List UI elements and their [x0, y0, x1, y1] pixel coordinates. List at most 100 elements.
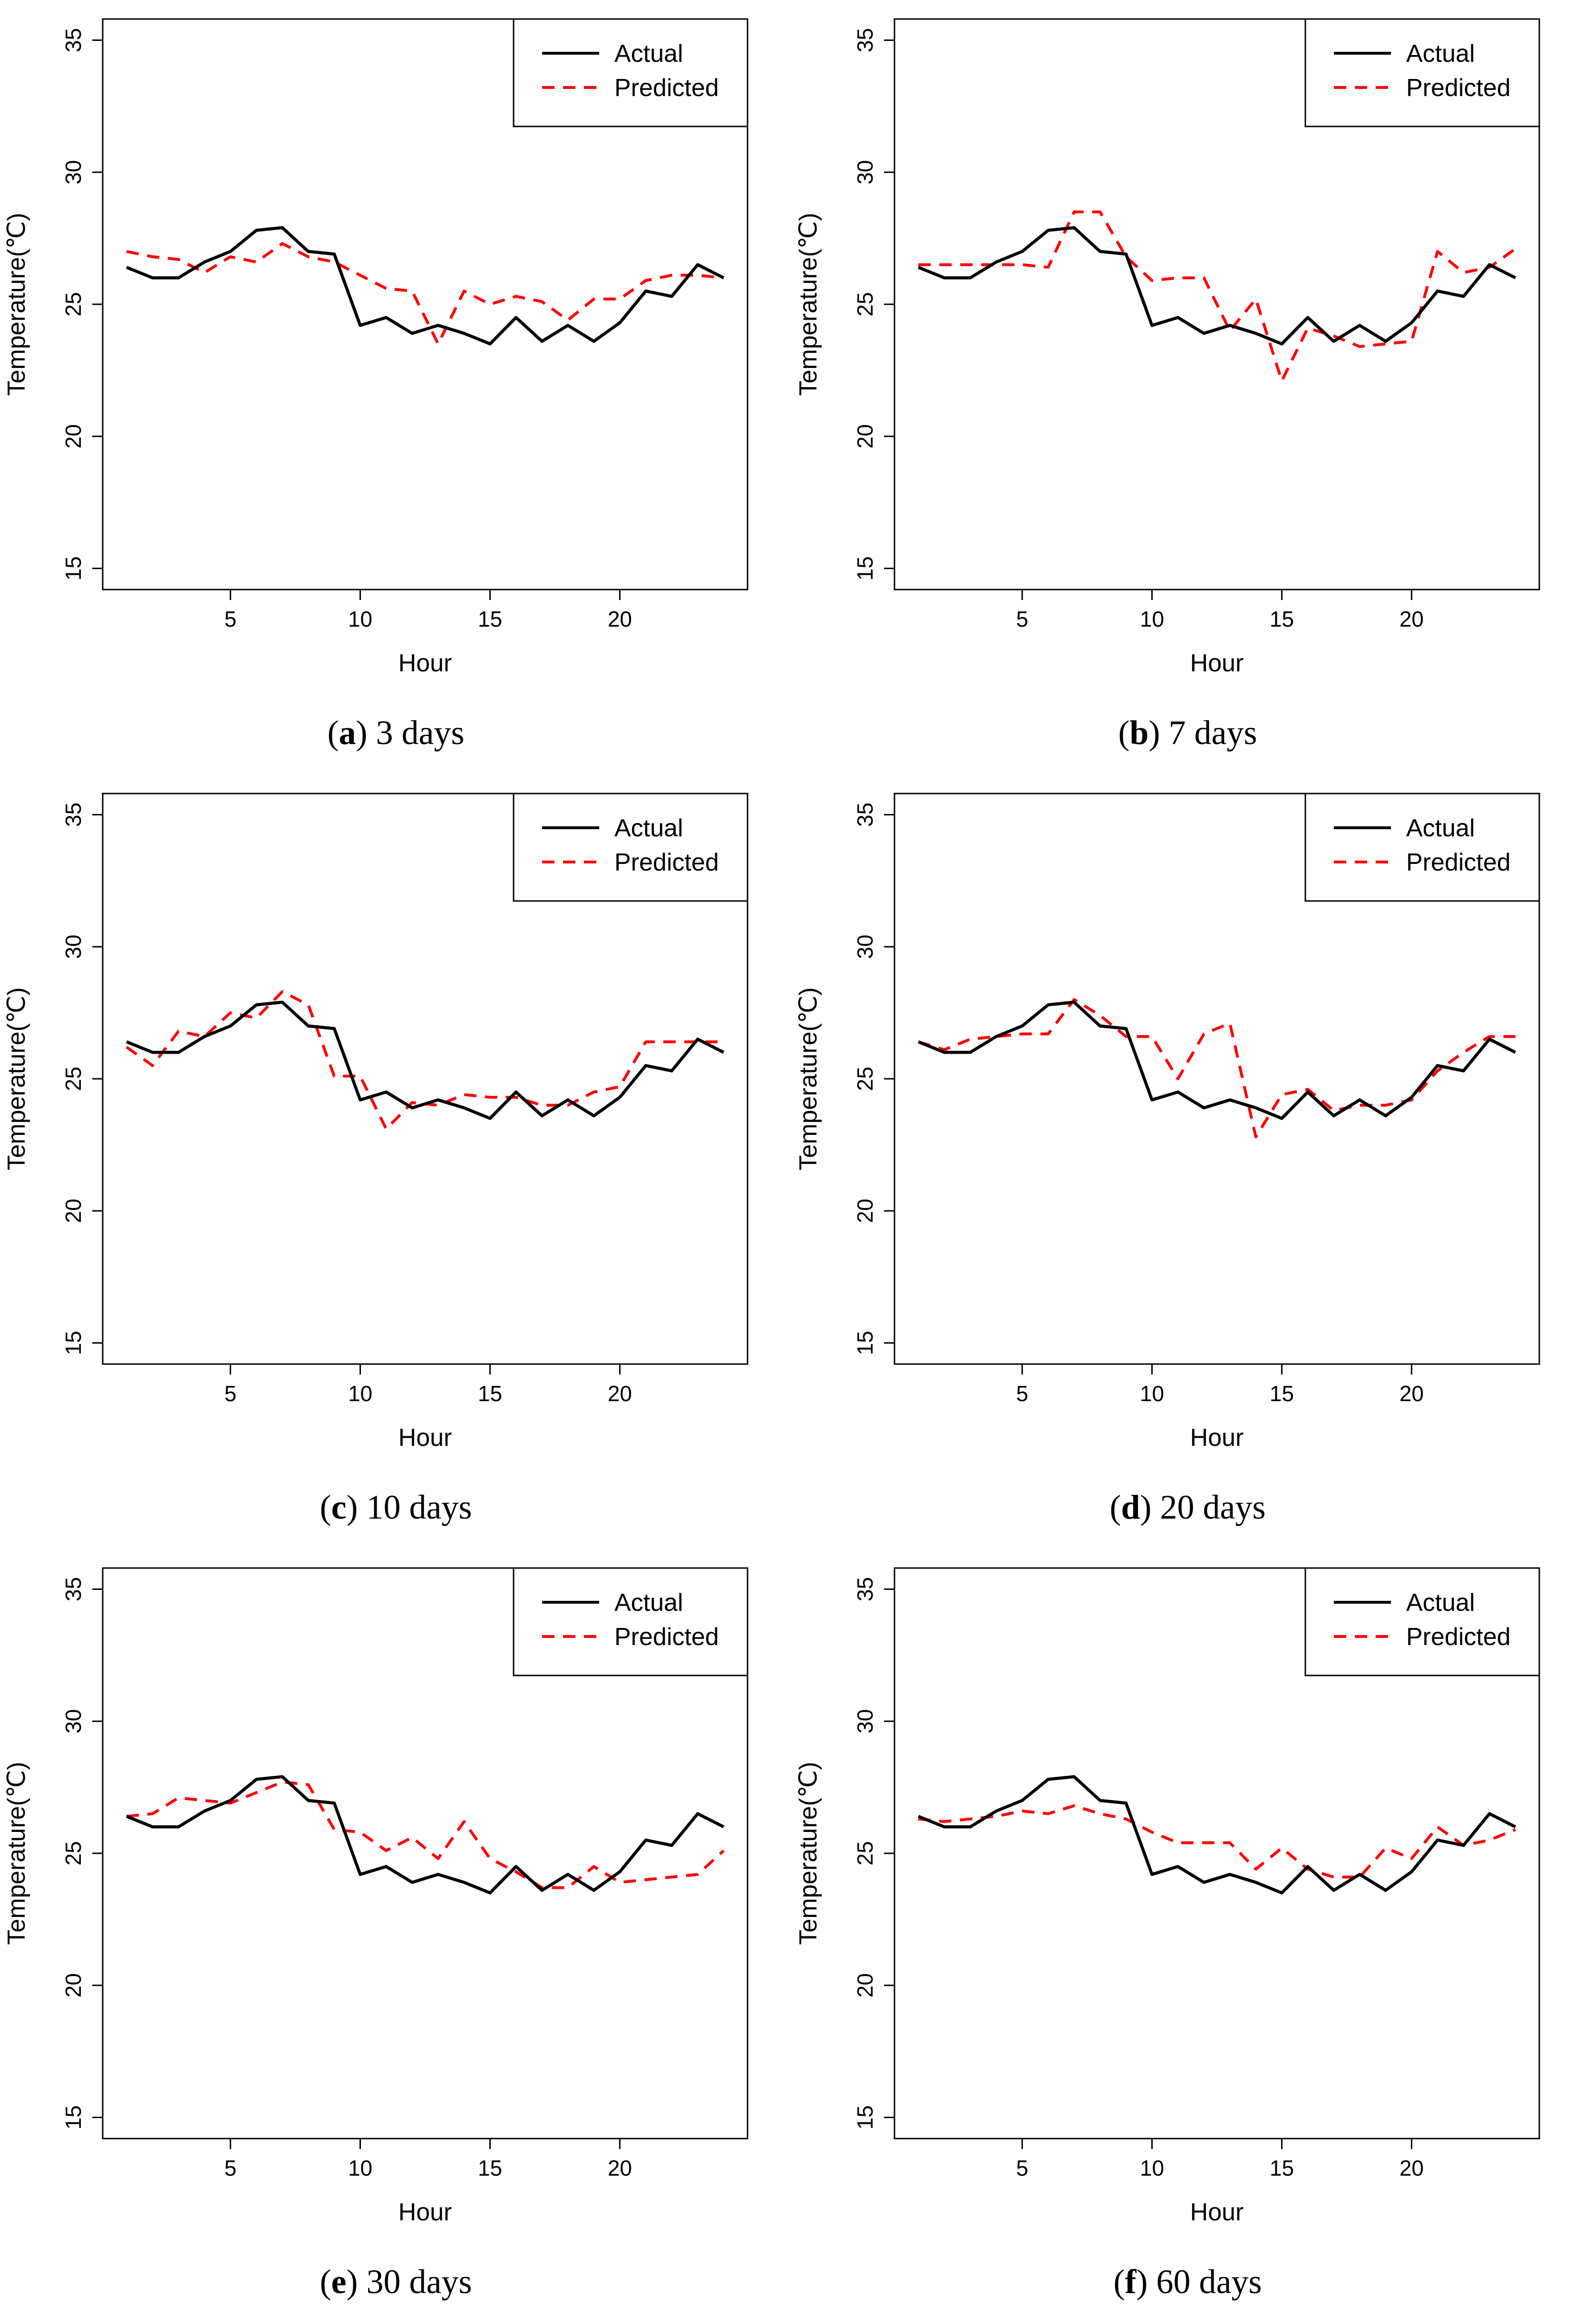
caption-text: 60 days [1147, 2263, 1262, 2301]
x-tick-label: 15 [478, 607, 502, 631]
legend-label-actual: Actual [614, 814, 683, 842]
chart-svg-d: 5 10 15 20 15 20 25 30 35 Hour Temperature(℃) Actua… [795, 793, 1540, 1452]
x-tick-label: 5 [224, 607, 237, 631]
y-tick-label: 25 [61, 1841, 86, 1865]
y-tick-label: 20 [853, 1199, 877, 1223]
x-tick-label: 5 [224, 1381, 237, 1406]
caption-open-paren: ( [320, 2263, 331, 2301]
legend-label-actual: Actual [1406, 814, 1475, 842]
y-axis-title: Temperature(℃) [795, 988, 822, 1171]
y-tick-label: 30 [61, 935, 86, 959]
series-line-predicted [126, 1781, 725, 1889]
legend-box [1304, 793, 1540, 902]
y-tick-label: 35 [61, 28, 86, 52]
x-tick-label: 10 [1140, 607, 1164, 631]
x-tick-label: 20 [608, 1381, 632, 1406]
caption-close-paren: ) [356, 714, 368, 752]
y-axis-title: Temperature(℃) [3, 988, 30, 1171]
chart-svg-f: 5 10 15 20 15 20 25 30 35 Hour Temperature(℃) Actua… [795, 1567, 1540, 2226]
chart-svg-a: 5 10 15 20 15 20 25 30 35 Hour Temperature(℃) Actua… [3, 18, 748, 677]
chart-panel-b: 5 10 15 20 15 20 25 30 35 Hour Temperature(℃) Actua… [792, 0, 1584, 775]
x-tick-label: 20 [608, 2156, 632, 2180]
y-axis-title: Temperature(℃) [3, 213, 30, 396]
series-line-actual [126, 226, 725, 346]
caption-text: 3 days [367, 714, 465, 752]
chart-panel-d: 5 10 15 20 15 20 25 30 35 Hour Temperature(℃) Actua… [792, 775, 1584, 1549]
y-tick-label: 20 [853, 1973, 877, 1997]
caption-open-paren: ( [1109, 1488, 1121, 1526]
caption-close-paren: ) [1136, 2263, 1148, 2301]
y-tick-label: 25 [853, 1066, 877, 1091]
panel-caption: (c) 10 days [0, 1490, 792, 1524]
panel-caption: (a) 3 days [0, 716, 792, 750]
series-line-actual [126, 1775, 725, 1895]
y-tick-label: 25 [853, 1841, 877, 1865]
y-tick-label: 20 [61, 1973, 86, 1997]
legend-label-predicted: Predicted [1406, 1623, 1511, 1651]
caption-letter: d [1121, 1488, 1140, 1526]
x-axis-title: Hour [1190, 649, 1244, 677]
caption-open-paren: ( [320, 1488, 331, 1526]
caption-close-paren: ) [346, 2263, 358, 2301]
y-tick-label: 35 [61, 1577, 86, 1601]
x-tick-label: 10 [348, 2156, 372, 2180]
x-tick-label: 15 [1270, 1381, 1294, 1406]
legend-box [1304, 1567, 1540, 1676]
x-axis-title: Hour [398, 2198, 452, 2226]
series-line-predicted [918, 210, 1516, 383]
caption-open-paren: ( [327, 714, 339, 752]
legend-box [1304, 18, 1540, 127]
legend-label-actual: Actual [1406, 40, 1475, 68]
x-tick-label: 10 [1140, 2156, 1164, 2180]
y-axis-title: Temperature(℃) [795, 213, 822, 396]
y-tick-label: 25 [61, 1066, 86, 1091]
caption-text: 10 days [358, 1488, 472, 1526]
x-tick-label: 20 [608, 607, 632, 631]
caption-text: 20 days [1151, 1488, 1266, 1526]
x-tick-label: 20 [1399, 2156, 1424, 2180]
x-tick-label: 10 [348, 607, 372, 631]
chart-svg-c: 5 10 15 20 15 20 25 30 35 Hour Temperature(℃) Actua… [3, 793, 748, 1452]
y-tick-label: 35 [853, 803, 877, 827]
y-tick-label: 30 [853, 935, 877, 959]
caption-letter: f [1125, 2263, 1137, 2301]
chart-panel-f: 5 10 15 20 15 20 25 30 35 Hour Temperature(℃) Actua… [792, 1549, 1584, 2324]
caption-letter: b [1129, 714, 1149, 752]
legend-label-actual: Actual [1406, 1589, 1475, 1617]
x-tick-label: 15 [1270, 2156, 1294, 2180]
y-axis-title: Temperature(℃) [795, 1762, 822, 1945]
x-tick-label: 5 [224, 2156, 237, 2180]
y-tick-label: 25 [853, 292, 877, 316]
legend-label-predicted: Predicted [614, 1623, 719, 1651]
y-tick-label: 30 [853, 160, 877, 184]
caption-close-paren: ) [1148, 714, 1160, 752]
chart-panel-e: 5 10 15 20 15 20 25 30 35 Hour Temperature(℃) Actua… [0, 1549, 792, 2324]
chart-svg-e: 5 10 15 20 15 20 25 30 35 Hour Temperature(℃) Actua… [3, 1567, 748, 2226]
x-tick-label: 5 [1016, 2156, 1029, 2180]
legend-box [513, 1567, 748, 1676]
legend-label-actual: Actual [614, 40, 683, 68]
y-tick-label: 15 [61, 556, 86, 581]
caption-open-paren: ( [1113, 2263, 1125, 2301]
y-tick-label: 25 [61, 292, 86, 316]
y-tick-label: 30 [61, 160, 86, 184]
chart-panel-a: 5 10 15 20 15 20 25 30 35 Hour Temperature(℃) Actua… [0, 0, 792, 775]
y-tick-label: 20 [853, 424, 877, 448]
panel-caption: (d) 20 days [792, 1490, 1584, 1524]
y-tick-label: 15 [853, 556, 877, 581]
legend-label-predicted: Predicted [614, 849, 719, 876]
y-axis-title: Temperature(℃) [3, 1762, 30, 1945]
caption-open-paren: ( [1118, 714, 1130, 752]
x-tick-label: 10 [1140, 1381, 1164, 1406]
y-tick-label: 35 [853, 1577, 877, 1601]
y-tick-label: 15 [61, 2105, 86, 2130]
caption-letter: e [331, 2263, 347, 2301]
legend-label-predicted: Predicted [614, 74, 719, 102]
panel-caption: (f) 60 days [792, 2265, 1584, 2299]
x-axis-title: Hour [398, 649, 452, 677]
legend-label-actual: Actual [614, 1589, 683, 1617]
chart-panel-c: 5 10 15 20 15 20 25 30 35 Hour Temperature(℃) Actua… [0, 775, 792, 1549]
panel-caption: (e) 30 days [0, 2265, 792, 2299]
y-tick-label: 30 [61, 1709, 86, 1733]
legend-box [513, 18, 748, 127]
